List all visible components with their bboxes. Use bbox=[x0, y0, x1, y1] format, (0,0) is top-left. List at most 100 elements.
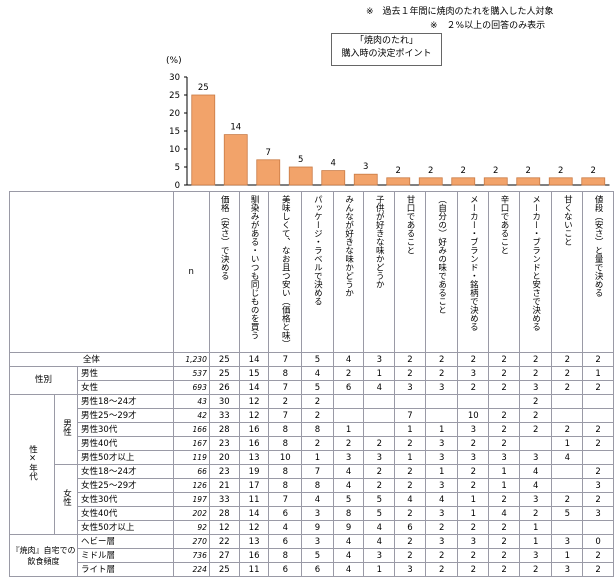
table-cell: 2 bbox=[488, 352, 520, 367]
table-header-blank bbox=[9, 191, 174, 353]
table-cell: 2 bbox=[582, 464, 614, 479]
table-cell: 2 bbox=[488, 520, 520, 535]
table-header-category-label: パッケージ・ラベルで決める bbox=[312, 195, 323, 306]
table-cell: 1 bbox=[424, 422, 459, 437]
table-header-category: 馴染みがある・いつも同じものを買う bbox=[238, 191, 270, 353]
table-cell: 2 bbox=[488, 408, 520, 423]
table-cell: 2 bbox=[268, 394, 303, 409]
table-cell: 9 bbox=[332, 520, 365, 535]
table-cell: 4 bbox=[424, 492, 459, 507]
table-cell: 12 bbox=[208, 520, 240, 535]
table-cell: 3 bbox=[457, 450, 490, 465]
table-header-category-label: 甘口であること bbox=[405, 195, 415, 255]
table-cell: 3 bbox=[332, 450, 365, 465]
table-cell: 2 bbox=[488, 366, 520, 381]
table-cell: 11 bbox=[238, 562, 270, 577]
bar-value-label: 2 bbox=[461, 166, 466, 176]
table-cell: 4 bbox=[518, 478, 553, 493]
table-row: 男性30代 166 28 16 8 8 1 1 1 3 2 2 2 2 bbox=[10, 422, 614, 437]
bar-value-label: 3 bbox=[363, 162, 368, 172]
table-header-category-label: 値段（安さ）と量で決める bbox=[593, 195, 604, 297]
table-row: 女性 女性18～24才 66 23 19 8 7 4 2 2 1 2 1 4 2 bbox=[10, 464, 614, 535]
table-cell: 2 bbox=[518, 506, 553, 521]
table-cell: 3 bbox=[457, 366, 490, 381]
table-cell: 28 bbox=[208, 422, 240, 437]
table-cell: 30 bbox=[208, 394, 240, 409]
subgroup-label-female-text: 女性 bbox=[61, 489, 72, 506]
table-cell: 2 bbox=[301, 394, 334, 409]
table-row: 女性50才以上 92 12 12 4 9 9 4 6 2 2 2 1 bbox=[10, 520, 614, 535]
chart-title-line1: 「焼肉のたれ」 bbox=[354, 36, 418, 46]
chart-title-box: 「焼肉のたれ」 購入時の決定ポイント bbox=[331, 33, 442, 66]
y-tick-label: 5 bbox=[175, 163, 180, 173]
table-cell: 3 bbox=[363, 548, 396, 563]
table-cell: 1 bbox=[332, 422, 365, 437]
data-table: n 価格（安さ）で決める 馴染みがある・いつも同じものを買う 美味しくて、なお且つ安い… bbox=[9, 191, 614, 577]
y-tick-label: 30 bbox=[169, 73, 180, 83]
table-cell: 4 bbox=[518, 464, 553, 479]
bar-value-label: 2 bbox=[396, 166, 401, 176]
table-cell: 2 bbox=[551, 352, 584, 367]
table-cell: 33 bbox=[208, 408, 240, 423]
table-cell: 3 bbox=[518, 380, 553, 395]
table-row: 女性30代 197 33 11 7 4 5 5 4 4 1 2 3 2 2 bbox=[10, 492, 614, 507]
table-cell: 20 bbox=[208, 450, 240, 465]
table-header-category: 価格（安さ）で決める bbox=[208, 191, 240, 353]
table-header-category-label: 価格（安さ）で決める bbox=[219, 195, 230, 280]
table-cell: 2 bbox=[518, 562, 553, 577]
footnote-threshold: ※ ２%以上の回答のみ表示 bbox=[430, 21, 546, 31]
row-label: ヘビー層 bbox=[77, 534, 174, 549]
table-cell: 2 bbox=[518, 408, 553, 423]
table-cell: 2 bbox=[582, 436, 614, 451]
bar-value-label: 7 bbox=[266, 148, 271, 158]
row-n: 197 bbox=[172, 492, 210, 507]
table-cell: 2 bbox=[424, 366, 459, 381]
row-n: 126 bbox=[172, 478, 210, 493]
bar-value-label: 4 bbox=[331, 159, 336, 169]
table-cell: 6 bbox=[268, 534, 303, 549]
table-cell: 5 bbox=[301, 380, 334, 395]
table-cell: 2 bbox=[394, 366, 426, 381]
row-n: 92 bbox=[172, 520, 210, 535]
row-label: 女性40代 bbox=[77, 506, 174, 521]
table-cell: 23 bbox=[208, 464, 240, 479]
table-header-category-label: 子供が好きな味かどうか bbox=[374, 195, 385, 289]
row-label: 男性30代 bbox=[77, 422, 174, 437]
table-cell: 3 bbox=[424, 450, 459, 465]
table-cell: 3 bbox=[363, 352, 396, 367]
row-label: 全体 bbox=[9, 352, 174, 367]
table-cell bbox=[518, 436, 553, 451]
table-cell: 4 bbox=[332, 548, 365, 563]
table-cell: 7 bbox=[268, 408, 303, 423]
table-row: 男性25～29才 42 33 12 7 2 7 10 2 2 bbox=[10, 408, 614, 423]
table-cell: 1 bbox=[582, 366, 614, 381]
table-cell bbox=[551, 408, 584, 423]
bar-value-label: 5 bbox=[298, 155, 303, 165]
table-cell: 1 bbox=[363, 562, 396, 577]
table-header-category: メーカー・ブランド・銘柄で決める bbox=[457, 191, 490, 353]
bar-value-label: 2 bbox=[428, 166, 433, 176]
table-cell bbox=[424, 394, 459, 409]
table-header-category-label: 美味しくて、なお且つ安い（価格と味） bbox=[280, 195, 291, 348]
table-cell: 22 bbox=[208, 534, 240, 549]
table-row: 男性50才以上 119 20 13 10 1 3 3 1 3 3 3 3 4 bbox=[10, 450, 614, 465]
bar-value-label: 14 bbox=[230, 123, 241, 133]
table-cell: 4 bbox=[332, 534, 365, 549]
row-n: 166 bbox=[172, 422, 210, 437]
table-cell: 1 bbox=[551, 548, 584, 563]
table-cell bbox=[582, 394, 614, 409]
table-cell: 3 bbox=[582, 478, 614, 493]
table-header-category: （自分の）好みの味であること bbox=[424, 191, 459, 353]
table-cell: 2 bbox=[424, 562, 459, 577]
bar bbox=[256, 159, 281, 186]
table-cell: 1 bbox=[488, 464, 520, 479]
table-cell: 6 bbox=[394, 520, 426, 535]
row-n: 119 bbox=[172, 450, 210, 465]
table-header-category: 値段（安さ）と量で決める bbox=[582, 191, 614, 353]
table-cell: 4 bbox=[332, 464, 365, 479]
table-cell: 2 bbox=[424, 548, 459, 563]
subgroup-label-male-text: 男性 bbox=[61, 419, 72, 436]
table-cell: 3 bbox=[457, 534, 490, 549]
table-cell: 2 bbox=[518, 394, 553, 409]
row-n: 1,230 bbox=[172, 352, 210, 367]
